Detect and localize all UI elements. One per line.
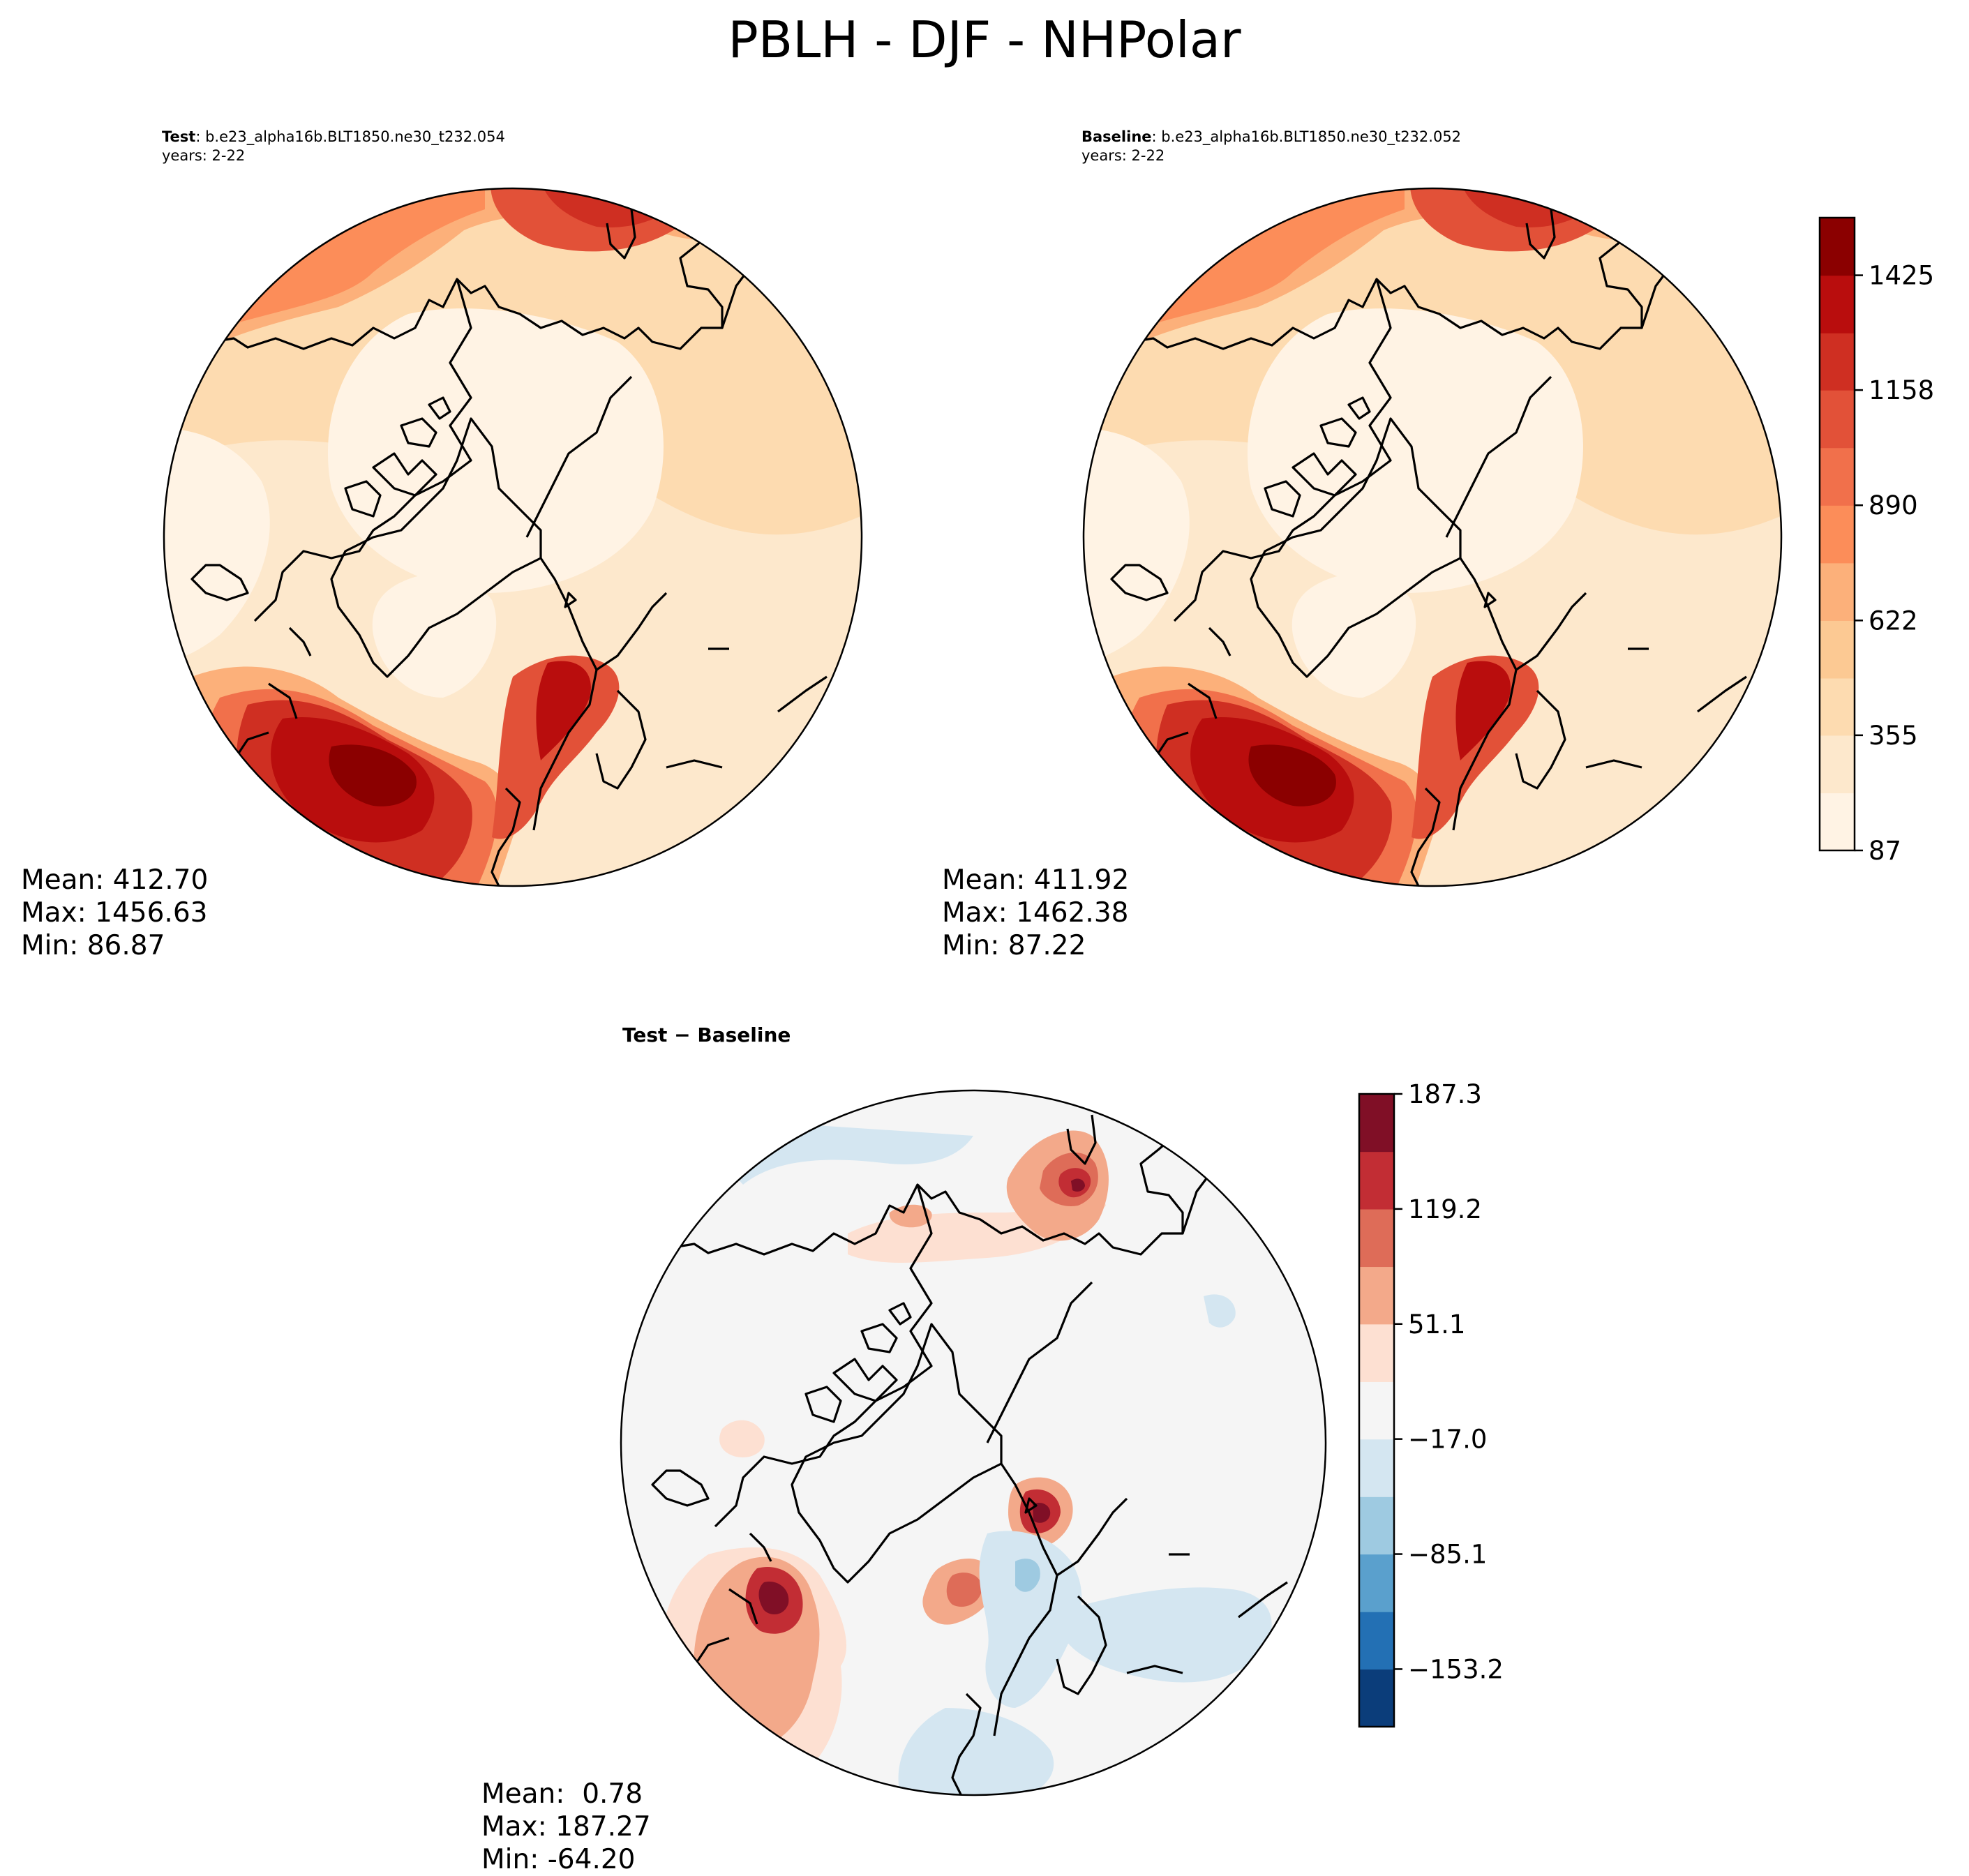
diff-colorbar-segment	[1359, 1208, 1394, 1268]
baseline-map-boundary	[1082, 187, 1783, 887]
pblh-colorbar-tick-label: 1425	[1869, 261, 1934, 291]
test-title-years: years: 2-22	[162, 147, 246, 164]
diff-colorbar-tick-label: 51.1	[1408, 1310, 1465, 1340]
diff-colorbar-segment	[1359, 1496, 1394, 1555]
baseline-stats: Mean: 411.92 Max: 1462.38 Min: 87.22	[942, 864, 1129, 962]
diff-colorbar-segment	[1359, 1612, 1394, 1670]
pblh-colorbar-segment	[1820, 333, 1855, 391]
pblh-colorbar-segment	[1820, 562, 1855, 621]
diff-colorbar-tick-label: −153.2	[1408, 1654, 1504, 1684]
test-max: Max: 1456.63	[21, 897, 208, 929]
pblh-colorbar-segment	[1820, 620, 1855, 679]
test-mean: Mean: 412.70	[21, 864, 209, 896]
diff-colorbar-segment	[1359, 1669, 1394, 1727]
baseline-title-bold: Baseline	[1081, 128, 1152, 145]
diff-colorbar-segment	[1359, 1439, 1394, 1497]
diff-colorbar-segment	[1359, 1554, 1394, 1612]
test-stats: Mean: 412.70 Max: 1456.63 Min: 86.87	[21, 864, 208, 962]
pblh-colorbar-segment	[1820, 677, 1855, 736]
pblh-colorbar-tick-label: 622	[1869, 606, 1918, 636]
pblh-colorbar-tick-label: 87	[1869, 836, 1901, 866]
diff-mean: Mean: 0.78	[481, 1778, 643, 1810]
diff-colorbar-segment	[1359, 1094, 1394, 1153]
baseline-max: Max: 1462.38	[942, 897, 1129, 929]
baseline-map	[1082, 187, 1783, 887]
diff-colorbar: −153.2 −85.1 −17.0 51.1 119.2 187.3	[1358, 1079, 1504, 1728]
baseline-title-years: years: 2-22	[1081, 147, 1165, 164]
pblh-colorbar-segment	[1820, 447, 1855, 506]
pblh-colorbar-tick-label: 1158	[1869, 375, 1934, 405]
baseline-min: Min: 87.22	[942, 930, 1086, 961]
test-min: Min: 86.87	[21, 930, 165, 961]
pblh-colorbar-segment	[1820, 505, 1855, 564]
pblh-colorbar-segment	[1820, 390, 1855, 449]
baseline-panel-title: Baseline: b.e23_alpha16b.BLT1850.ne30_t2…	[1081, 128, 1461, 165]
pblh-colorbar-frame	[1818, 216, 1856, 852]
figure-title: PBLH - DJF - NHPolar	[728, 10, 1241, 69]
pblh-colorbar-segment	[1820, 218, 1855, 276]
diff-max: Max: 187.27	[481, 1811, 651, 1843]
diff-colorbar-tick-label: 187.3	[1408, 1079, 1482, 1109]
diff-colorbar-segment	[1359, 1266, 1394, 1325]
diff-map-boundary	[620, 1089, 1327, 1796]
pblh-colorbar-tick-label: 890	[1869, 490, 1918, 520]
diff-colorbar-tick-label: 119.2	[1408, 1194, 1482, 1224]
baseline-mean: Mean: 411.92	[942, 864, 1130, 896]
diff-colorbar-segment	[1359, 1323, 1394, 1382]
test-map	[163, 187, 863, 887]
diff-colorbar-segment	[1359, 1381, 1394, 1440]
diff-colorbar-frame	[1358, 1093, 1395, 1728]
test-title-bold: Test	[162, 128, 196, 145]
pblh-colorbar-segment	[1820, 735, 1855, 794]
diff-panel-title: Test − Baseline	[622, 1023, 791, 1046]
diff-colorbar-tick-label: −85.1	[1408, 1540, 1487, 1570]
test-title-case: : b.e23_alpha16b.BLT1850.ne30_t232.054	[195, 128, 505, 145]
pblh-colorbar-segment	[1820, 793, 1855, 851]
test-map-boundary	[163, 187, 863, 887]
pblh-colorbar-segment	[1820, 275, 1855, 333]
pblh-colorbar-tick-label: 355	[1869, 721, 1918, 751]
baseline-title-case: : b.e23_alpha16b.BLT1850.ne30_t232.052	[1151, 128, 1462, 145]
diff-colorbar-segment	[1359, 1151, 1394, 1210]
diff-colorbar-tick-label: −17.0	[1408, 1425, 1487, 1455]
pblh-colorbar: 87 355 622 890 1158 1425	[1818, 216, 1934, 866]
test-panel-title: Test: b.e23_alpha16b.BLT1850.ne30_t232.0…	[162, 128, 505, 165]
diff-map	[620, 1089, 1327, 1796]
